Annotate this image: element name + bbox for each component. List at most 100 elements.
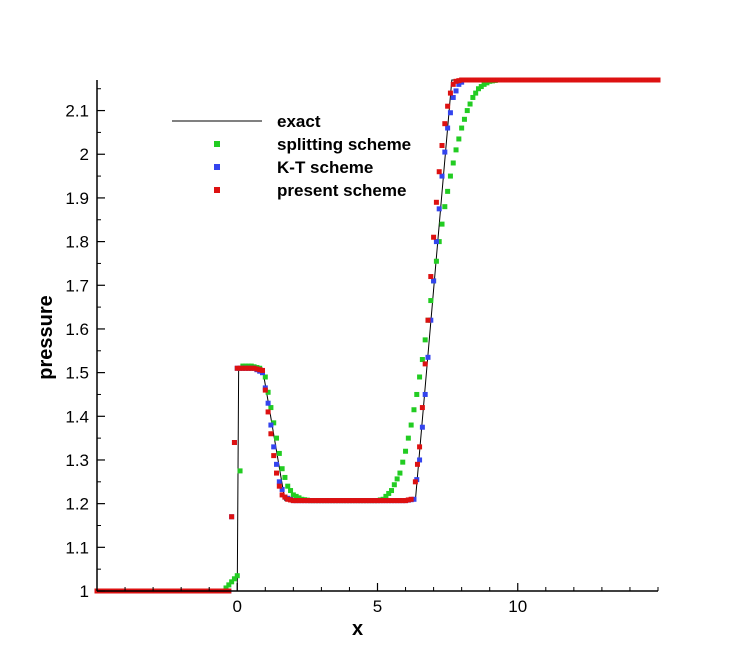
data-point xyxy=(341,498,347,504)
data-point xyxy=(419,424,425,430)
data-point xyxy=(576,77,582,83)
data-point xyxy=(276,479,282,485)
data-point xyxy=(276,483,282,489)
data-point xyxy=(459,125,465,131)
data-point xyxy=(475,86,481,92)
data-point xyxy=(405,497,411,503)
data-point xyxy=(436,169,442,175)
data-point xyxy=(279,492,285,498)
data-point xyxy=(635,77,641,83)
data-point xyxy=(417,457,423,463)
data-point xyxy=(532,77,538,83)
data-point xyxy=(417,444,423,450)
data-point xyxy=(551,77,557,83)
data-point xyxy=(282,494,288,500)
data-point xyxy=(470,77,476,83)
x-axis-ticks: 0 5 10 xyxy=(124,583,659,616)
data-point xyxy=(302,498,308,504)
data-point xyxy=(484,80,490,86)
data-point xyxy=(293,498,299,504)
legend: exact splitting scheme K-T scheme present s… xyxy=(172,112,411,200)
data-point xyxy=(638,77,644,83)
data-point xyxy=(613,77,619,83)
exact-line xyxy=(97,79,658,592)
data-point xyxy=(318,498,324,504)
data-point xyxy=(237,365,243,371)
data-point xyxy=(509,77,515,83)
data-point xyxy=(445,125,451,131)
data-point xyxy=(363,498,369,504)
data-point xyxy=(647,77,653,83)
data-point xyxy=(285,483,291,489)
data-point xyxy=(366,498,372,504)
data-point xyxy=(383,498,389,504)
data-point xyxy=(537,77,543,83)
data-point xyxy=(324,498,330,504)
data-point xyxy=(579,77,585,83)
legend-marker-swatch xyxy=(214,164,220,170)
legend-item: exact xyxy=(172,112,321,131)
data-point xyxy=(397,498,403,504)
data-point xyxy=(428,298,434,304)
data-point xyxy=(473,90,479,96)
data-point xyxy=(453,88,459,94)
data-point xyxy=(445,103,451,109)
legend-item: splitting scheme xyxy=(214,135,411,154)
data-point xyxy=(234,573,240,579)
data-point xyxy=(259,367,265,373)
data-point xyxy=(257,367,263,373)
data-point xyxy=(442,149,448,155)
data-point xyxy=(290,492,296,498)
data-point xyxy=(456,136,462,142)
data-point xyxy=(644,77,650,83)
legend-marker-swatch xyxy=(214,141,220,147)
data-point xyxy=(223,585,229,591)
data-point xyxy=(467,101,473,107)
data-point xyxy=(481,81,487,87)
data-point xyxy=(262,374,268,380)
data-point xyxy=(554,77,560,83)
data-point xyxy=(276,450,282,456)
data-point xyxy=(543,77,549,83)
data-point xyxy=(274,461,280,467)
data-point xyxy=(254,366,260,372)
data-point xyxy=(397,470,403,476)
data-point xyxy=(352,498,358,504)
data-point xyxy=(593,77,599,83)
data-point xyxy=(607,77,613,83)
data-point xyxy=(282,474,288,480)
legend-item: present scheme xyxy=(214,181,406,200)
data-point xyxy=(518,77,524,83)
data-point xyxy=(251,365,257,371)
data-point xyxy=(285,496,291,502)
data-point xyxy=(560,77,566,83)
data-point xyxy=(412,479,418,485)
data-point xyxy=(229,579,235,585)
data-point xyxy=(389,488,395,494)
data-point xyxy=(417,374,423,380)
data-point xyxy=(265,409,271,415)
y-axis-ticks: 1 1.1 1.2 1.3 1.4 1.5 1.6 1.7 1.8 1.9 2 2.1 xyxy=(65,88,105,601)
data-point xyxy=(540,77,546,83)
data-point xyxy=(296,495,302,501)
data-point xyxy=(349,498,355,504)
data-point xyxy=(271,444,277,450)
data-point xyxy=(649,77,655,83)
x-axis-title: x xyxy=(352,618,363,640)
data-point xyxy=(414,391,420,397)
data-point xyxy=(422,391,428,397)
data-point xyxy=(515,77,521,83)
data-point xyxy=(313,498,319,504)
data-point xyxy=(504,77,510,83)
y-tick-label: 1.7 xyxy=(65,276,89,295)
data-point xyxy=(478,84,484,90)
data-point xyxy=(456,81,462,87)
data-point xyxy=(624,77,630,83)
data-point xyxy=(321,498,327,504)
data-point xyxy=(344,498,350,504)
data-point xyxy=(290,498,296,504)
data-point xyxy=(498,77,504,83)
data-point xyxy=(565,77,571,83)
data-point xyxy=(616,77,622,83)
data-point xyxy=(394,476,400,482)
